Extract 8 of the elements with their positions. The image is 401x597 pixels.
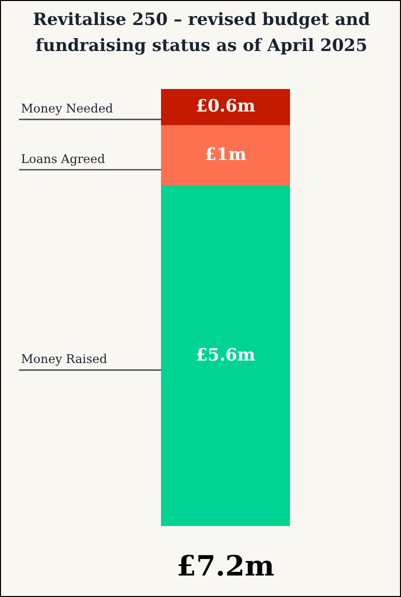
text: Loans Agreed <box>21 152 106 166</box>
data-label: £1m <box>204 145 246 166</box>
total-label: £7.2m <box>176 549 274 582</box>
text: Money Raised <box>21 352 108 366</box>
data-label: £0.6m <box>196 96 256 117</box>
chart-title: Revitalise 250 – revised budget and fundraising status as of April 2025 <box>32 9 372 58</box>
text: Money Needed <box>21 102 114 116</box>
data-label: £5.6m <box>196 345 256 366</box>
